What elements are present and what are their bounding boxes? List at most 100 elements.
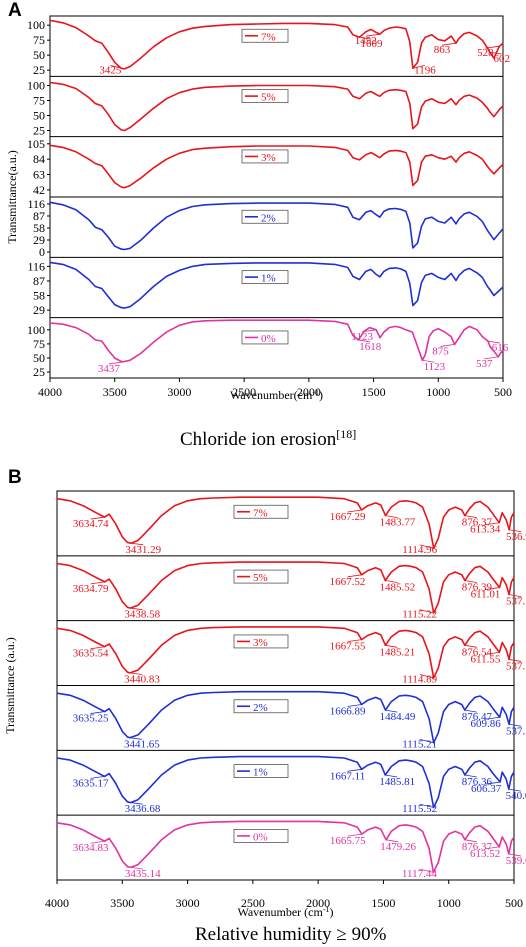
- peak-label: 3635.54: [73, 648, 109, 660]
- peak-pointer: [129, 737, 142, 740]
- peak-label: 3436.68: [125, 803, 161, 815]
- legend-box: [241, 149, 289, 164]
- peak-label: 1485.21: [379, 646, 415, 658]
- legend-label: 7%: [261, 31, 276, 43]
- series-line-3pct: [49, 144, 504, 189]
- peak-label: 3634.83: [73, 842, 109, 854]
- peak-label: 1114.96: [402, 544, 437, 556]
- peak-pointer: [108, 361, 123, 365]
- y-tick-label: 42: [33, 183, 45, 197]
- legend-box: [233, 634, 289, 649]
- x-tick-label: 2000: [306, 896, 330, 910]
- y-tick-label: 50: [33, 351, 45, 365]
- peak-pointer: [484, 356, 499, 360]
- peak-label: 537: [476, 358, 493, 370]
- peak-pointer: [464, 580, 477, 583]
- peak-pointer: [347, 768, 362, 772]
- y-tick-label: 58: [33, 289, 45, 303]
- peak-label: 876.37: [462, 841, 493, 853]
- legend-box: [233, 504, 289, 519]
- peak-label: 609.86: [471, 718, 502, 730]
- y-tick-label: 116: [27, 259, 45, 273]
- legend-label: 0%: [261, 333, 276, 345]
- legend-label: 0%: [253, 831, 268, 843]
- peak-pointer: [130, 802, 143, 805]
- legend-label: 5%: [253, 572, 268, 584]
- series-line-2pct: [49, 201, 504, 251]
- peak-pointer: [385, 580, 398, 583]
- y-axis-label: Transmittance (a.u.): [3, 637, 17, 734]
- peak-pointer: [131, 542, 144, 546]
- legend-label: 2%: [261, 212, 276, 224]
- peak-pointer: [90, 516, 105, 520]
- peak-pointer: [509, 659, 522, 662]
- series-line-1pct: [49, 261, 504, 309]
- peak-pointer: [90, 581, 105, 585]
- x-tick-label: 2000: [297, 385, 321, 399]
- peak-label: 1123: [351, 331, 373, 343]
- y-tick-label: 105: [27, 137, 45, 151]
- peak-label: 876.36: [462, 776, 493, 788]
- peak-label: 1452: [355, 35, 377, 47]
- panel-a-plot: 4000 3500 3000 2500 2000 1500 1000 500Wavenumbe…: [5, 15, 512, 402]
- peak-pointer: [386, 839, 399, 843]
- peak-label: 528: [477, 47, 494, 59]
- legend-box: [241, 209, 289, 224]
- legend-box: [241, 28, 289, 43]
- peak-pointer: [110, 64, 125, 70]
- x-tick-label: 1000: [437, 896, 461, 910]
- peak-label: 1114.89: [402, 674, 437, 686]
- legend-label: 1%: [253, 767, 268, 779]
- y-tick-label: 25: [33, 365, 45, 379]
- y-tick-label: 84: [33, 152, 45, 166]
- peak-pointer: [485, 716, 500, 720]
- y-tick-label: 100: [27, 18, 45, 32]
- peak-pointer: [464, 709, 477, 713]
- peak-pointer: [347, 704, 362, 707]
- peak-label: 537.72: [506, 660, 526, 672]
- peak-pointer: [419, 609, 434, 614]
- peak-label: 613.52: [470, 848, 500, 860]
- peak-label: 3634.74: [73, 518, 109, 530]
- peak-pointer: [130, 866, 143, 870]
- peak-label: 616: [492, 342, 509, 354]
- legend-box: [233, 764, 289, 778]
- peak-pointer: [362, 329, 377, 333]
- peak-label: 3437: [98, 363, 121, 375]
- y-tick-label: 100: [27, 79, 45, 93]
- peak-label: 613.34: [470, 524, 501, 536]
- legend-label: 1%: [261, 273, 276, 285]
- legend-box: [233, 569, 289, 584]
- peak-pointer: [90, 840, 105, 844]
- series-line-5pct: [56, 561, 515, 614]
- peak-label: 3440.83: [124, 674, 160, 686]
- y-tick-label: 87: [33, 274, 45, 288]
- x-tick-label: 3500: [110, 896, 134, 910]
- panel-letter-b: B: [8, 467, 22, 488]
- peak-pointer: [509, 529, 522, 533]
- legend-box: [241, 330, 289, 345]
- peak-label: 3634.79: [73, 583, 109, 595]
- peak-label: 3441.65: [124, 738, 160, 750]
- peak-label: 539.64: [506, 855, 526, 867]
- peak-pointer: [422, 359, 435, 363]
- peak-label: 611.55: [471, 653, 501, 665]
- x-axis-label: Wavenumber (cm-1): [237, 905, 333, 920]
- peak-pointer: [385, 709, 398, 713]
- peak-label: 1483.77: [380, 517, 416, 529]
- peak-label: 1115.21: [402, 738, 437, 750]
- peak-pointer: [385, 644, 398, 648]
- peak-label: 3438.58: [124, 609, 160, 621]
- peak-pointer: [347, 509, 362, 513]
- peak-pointer: [130, 607, 143, 611]
- peak-pointer: [365, 33, 380, 37]
- peak-label: 1667.52: [330, 576, 366, 588]
- peak-label: 1479.26: [380, 841, 416, 853]
- peak-label: 602: [494, 53, 511, 65]
- peak-label: 875: [432, 345, 449, 357]
- legend-label: 3%: [253, 637, 268, 649]
- peak-label: 611.01: [471, 589, 501, 601]
- peak-label: 1665.75: [330, 835, 366, 847]
- peak-pointer: [440, 344, 455, 347]
